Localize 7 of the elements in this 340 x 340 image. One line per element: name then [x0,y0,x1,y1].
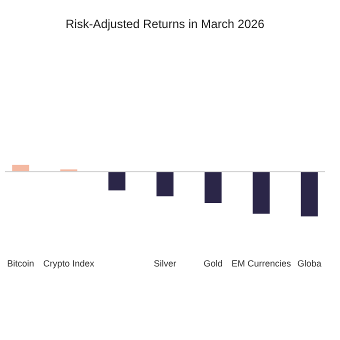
x-tick-label: Bitcoin [7,258,34,268]
x-tick-label: Silver [154,258,176,268]
x-tick-label: Crypto Index [43,258,95,268]
x-tick-label: EM Currencies [231,258,292,268]
x-tick-label: Globa [297,258,322,268]
chart-title: Risk-Adjusted Returns in March 2026 [66,17,265,31]
x-tick-label: Gold [204,258,223,268]
